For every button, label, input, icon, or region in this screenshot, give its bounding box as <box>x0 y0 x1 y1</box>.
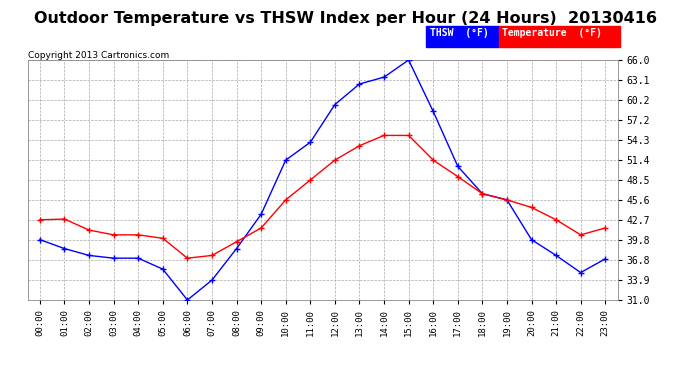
Text: THSW  (°F): THSW (°F) <box>430 28 489 38</box>
Text: Temperature  (°F): Temperature (°F) <box>502 28 602 38</box>
Text: Outdoor Temperature vs THSW Index per Hour (24 Hours)  20130416: Outdoor Temperature vs THSW Index per Ho… <box>34 11 656 26</box>
Text: Copyright 2013 Cartronics.com: Copyright 2013 Cartronics.com <box>28 51 169 60</box>
